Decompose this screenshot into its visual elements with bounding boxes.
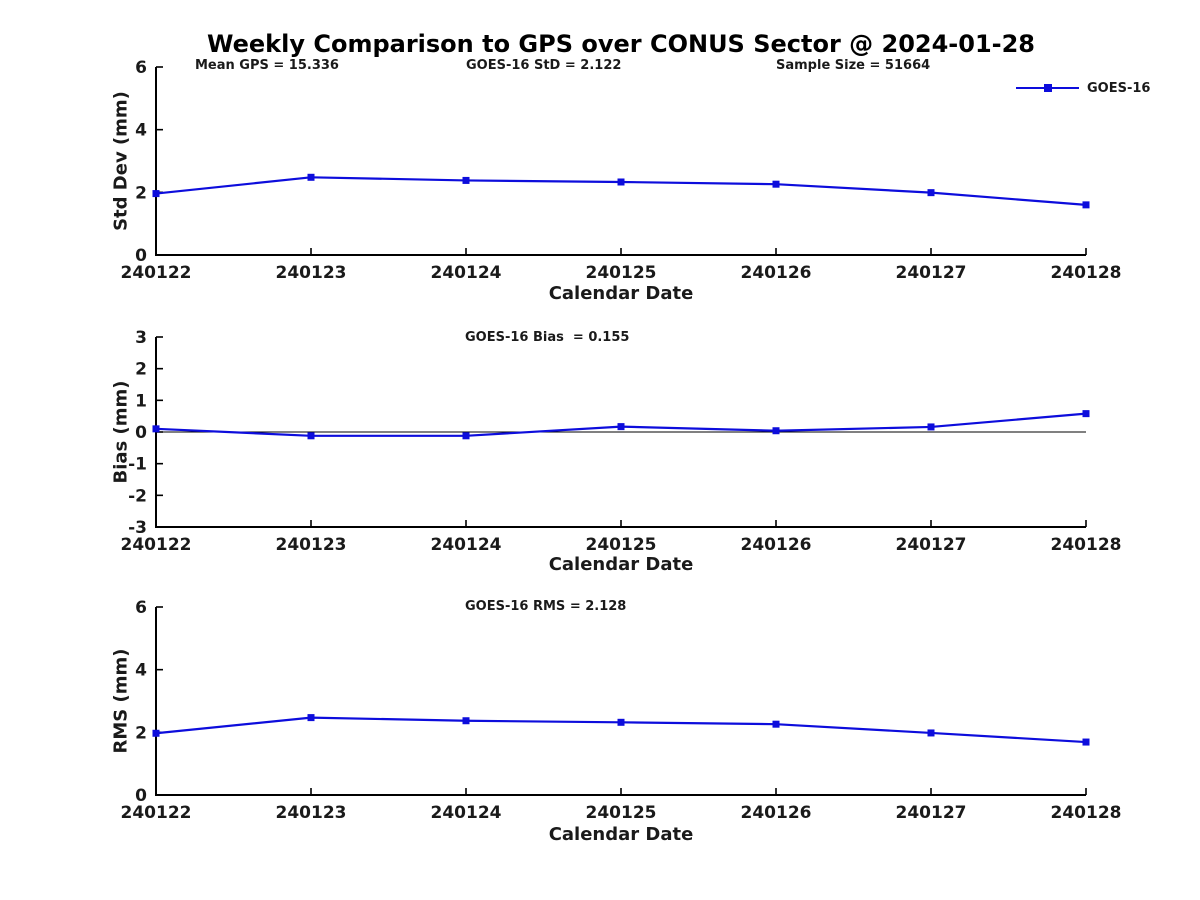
data-point-marker <box>772 180 780 188</box>
x-tick-label: 240127 <box>896 535 967 555</box>
data-point-marker <box>462 717 470 725</box>
x-tick-label: 240125 <box>586 803 657 823</box>
x-axis-label-3: Calendar Date <box>548 824 694 845</box>
data-point-marker <box>617 178 625 186</box>
data-point-marker <box>152 425 160 433</box>
y-tick-label: 6 <box>135 598 147 618</box>
x-tick-label: 240127 <box>896 803 967 823</box>
data-point-marker <box>772 427 780 435</box>
x-tick-label: 240122 <box>121 803 192 823</box>
x-tick-label: 240125 <box>586 535 657 555</box>
y-tick-label: -1 <box>128 455 147 475</box>
subplot-1: 0 2 4 6 240122 240123 240124 240125 240126 240127… <box>121 58 1122 283</box>
x-tick-label: 240122 <box>121 263 192 283</box>
y-tick-label: 2 <box>135 723 147 743</box>
y-tick-label: 0 <box>135 246 147 266</box>
legend-line-sample <box>1016 81 1079 95</box>
x-tick-label: 240126 <box>741 803 812 823</box>
x-tick-label: 240123 <box>276 535 347 555</box>
annotation-goes16-rms: GOES-16 RMS = 2.128 <box>465 599 627 614</box>
x-tick-label: 240125 <box>586 263 657 283</box>
x-axis-label-2: Calendar Date <box>548 554 694 575</box>
data-point-marker <box>307 173 315 181</box>
y-tick-label: 2 <box>135 183 147 203</box>
x-tick-label: 240124 <box>431 803 502 823</box>
y-tick-label: -3 <box>128 518 147 538</box>
x-tick-label: 240123 <box>276 263 347 283</box>
annotation-goes16-std: GOES-16 StD = 2.122 <box>466 58 622 73</box>
y-tick-label: 6 <box>135 58 147 78</box>
x-tick-label: 240122 <box>121 535 192 555</box>
x-tick-label: 240124 <box>431 535 502 555</box>
x-tick-label: 240128 <box>1051 803 1122 823</box>
subplot-3: 0 2 4 6 240122 240123 240124 240125 240126 240127… <box>121 598 1122 823</box>
data-point-marker <box>1082 738 1090 746</box>
subplot-2: -3 -2 -1 0 1 2 3 240122 240123 240124 240125 240126… <box>121 328 1122 555</box>
y-tick-label: 0 <box>135 423 147 443</box>
legend-label: GOES-16 <box>1087 80 1151 96</box>
x-tick-label: 240128 <box>1051 263 1122 283</box>
data-point-marker <box>152 190 160 198</box>
y-tick-label: -2 <box>128 486 147 506</box>
data-point-marker <box>462 432 470 440</box>
data-point-marker <box>1082 410 1090 418</box>
x-tick-label: 240126 <box>741 535 812 555</box>
data-point-marker <box>617 718 625 726</box>
legend: GOES-16 <box>1016 80 1151 96</box>
data-point-marker <box>307 432 315 440</box>
figure-title: Weekly Comparison to GPS over CONUS Sect… <box>206 30 1036 58</box>
x-tick-label: 240127 <box>896 263 967 283</box>
y-tick-label: 3 <box>135 328 147 348</box>
data-point-marker <box>462 176 470 184</box>
y-tick-label: 0 <box>135 786 147 806</box>
x-tick-label: 240126 <box>741 263 812 283</box>
data-point-marker <box>927 189 935 197</box>
x-tick-label: 240128 <box>1051 535 1122 555</box>
x-tick-label: 240124 <box>431 263 502 283</box>
data-point-marker <box>1082 201 1090 209</box>
data-point-marker <box>927 729 935 737</box>
annotation-sample-size: Sample Size = 51664 <box>776 58 931 73</box>
x-axis-label-1: Calendar Date <box>548 283 694 304</box>
x-tick-label: 240123 <box>276 803 347 823</box>
y-tick-label: 4 <box>135 121 147 141</box>
y-tick-label: 2 <box>135 360 147 380</box>
data-point-marker <box>772 720 780 728</box>
annotation-goes16-bias: GOES-16 Bias = 0.155 <box>465 330 630 345</box>
data-point-marker <box>152 729 160 737</box>
data-point-marker <box>307 714 315 722</box>
y-tick-label: 4 <box>135 661 147 681</box>
legend-square-marker-icon <box>1044 84 1052 92</box>
y-tick-label: 1 <box>135 391 147 411</box>
data-point-marker <box>927 423 935 431</box>
annotation-mean-gps: Mean GPS = 15.336 <box>195 58 339 73</box>
data-point-marker <box>617 423 625 431</box>
